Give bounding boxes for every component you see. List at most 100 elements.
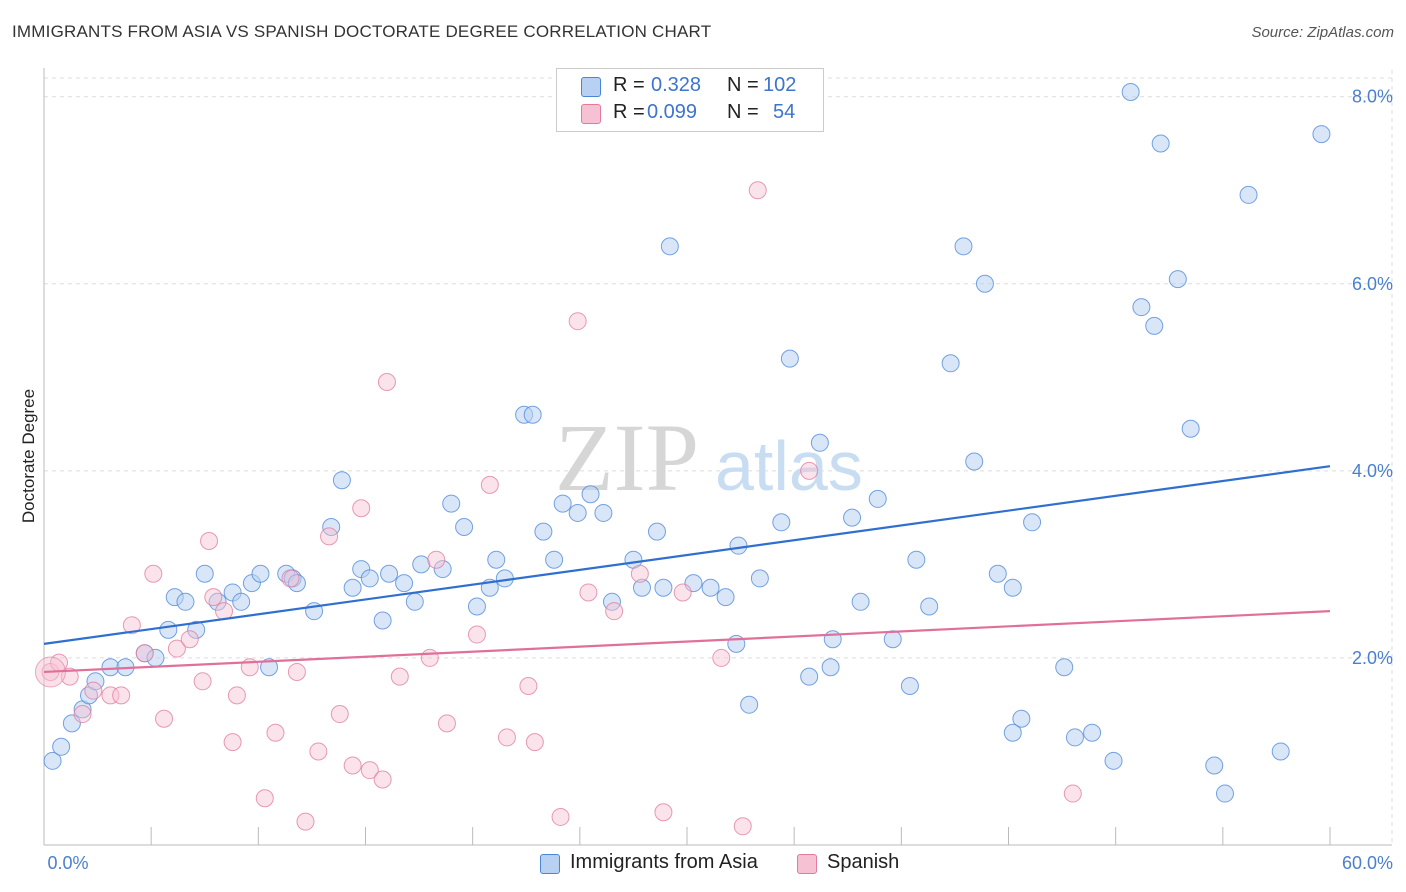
data-points (34, 83, 1331, 836)
point-spanish (200, 532, 219, 551)
point-asia (1065, 728, 1084, 747)
y-tick-label: 2.0% (1352, 648, 1393, 668)
point-asia (43, 751, 62, 770)
point-asia (843, 508, 862, 527)
legend-n-value-asia: 102 (763, 74, 797, 96)
point-asia (810, 433, 829, 452)
point-spanish (568, 312, 587, 331)
axes (43, 68, 1392, 846)
bottom-legend-swatch-spanish (797, 854, 817, 874)
series-asia (43, 83, 1331, 803)
point-spanish (144, 564, 163, 583)
watermark-zip: ZIP (555, 404, 699, 511)
point-asia (287, 574, 306, 593)
point-asia (868, 489, 887, 508)
point-asia (594, 503, 613, 522)
point-spanish (167, 639, 186, 658)
point-spanish (204, 588, 223, 607)
point-asia (373, 611, 392, 630)
point-spanish (427, 550, 446, 569)
point-asia (800, 667, 819, 686)
point-spanish (377, 372, 396, 391)
point-spanish (101, 686, 120, 705)
point-asia (632, 578, 651, 597)
point-asia (823, 630, 842, 649)
point-asia (187, 620, 206, 639)
bottom-legend-label-spanish: Spanish (827, 851, 900, 873)
y-tick-label: 6.0% (1352, 274, 1393, 294)
point-asia (975, 274, 994, 293)
point-spanish (748, 181, 767, 200)
point-spanish (255, 789, 274, 808)
point-spanish (73, 705, 92, 724)
point-asia (581, 485, 600, 504)
point-spanish (437, 714, 456, 733)
point-asia (1168, 270, 1187, 289)
point-spanish (373, 770, 392, 789)
point-spanish (281, 569, 300, 588)
point-asia (1121, 83, 1140, 102)
point-asia (729, 536, 748, 555)
point-spanish (579, 583, 598, 602)
grid-lines (44, 70, 1393, 845)
point-spanish (673, 583, 692, 602)
legend-n-value-spanish: 54 (773, 101, 796, 123)
legend-n-label: N = (727, 74, 759, 96)
point-asia (360, 569, 379, 588)
point-spanish (712, 648, 731, 667)
point-spanish (654, 803, 673, 822)
point-asia (523, 405, 542, 424)
legend-r-value-asia: 0.328 (651, 74, 702, 96)
point-asia (954, 237, 973, 256)
point-spanish (193, 672, 212, 691)
point-spanish (112, 686, 131, 705)
point-asia (716, 588, 735, 607)
point-asia (260, 658, 279, 677)
point-asia (1312, 125, 1331, 144)
trend-line-asia (43, 465, 1331, 645)
point-spanish (135, 644, 154, 663)
point-spanish (420, 648, 439, 667)
point-asia (1003, 578, 1022, 597)
legend-r-label: R = (613, 74, 645, 96)
point-asia (405, 592, 424, 611)
point-spanish (155, 709, 174, 728)
point-asia (442, 494, 461, 513)
legend-swatch-asia (581, 77, 601, 97)
watermark-atlas: atlas (715, 427, 863, 505)
point-asia (772, 513, 791, 532)
point-spanish (223, 733, 242, 752)
point-asia (941, 354, 960, 373)
point-spanish (525, 733, 544, 752)
point-asia (343, 578, 362, 597)
point-asia (750, 569, 769, 588)
point-asia (907, 550, 926, 569)
point-spanish (296, 812, 315, 831)
point-asia (380, 564, 399, 583)
point-spanish (84, 681, 103, 700)
point-asia (988, 564, 1007, 583)
point-asia (455, 517, 474, 536)
point-asia (780, 349, 799, 368)
point-asia (176, 592, 195, 611)
point-asia (395, 574, 414, 593)
point-asia (1215, 784, 1234, 803)
point-asia (1055, 658, 1074, 677)
point-spanish (287, 662, 306, 681)
point-asia (920, 597, 939, 616)
tick-labels: 2.0% 4.0% 6.0% 8.0% 0.0% 60.0% (47, 87, 1393, 873)
point-asia (1181, 419, 1200, 438)
point-spanish (605, 602, 624, 621)
legend-swatch-spanish (581, 104, 601, 124)
point-asia (1012, 709, 1031, 728)
point-asia (101, 658, 120, 677)
point-spanish (497, 728, 516, 747)
point-spanish (330, 705, 349, 724)
point-asia (660, 237, 679, 256)
point-spanish (180, 630, 199, 649)
point-asia (467, 597, 486, 616)
x-tick-label: 60.0% (1342, 853, 1393, 873)
point-asia (965, 452, 984, 471)
point-spanish (352, 499, 371, 518)
